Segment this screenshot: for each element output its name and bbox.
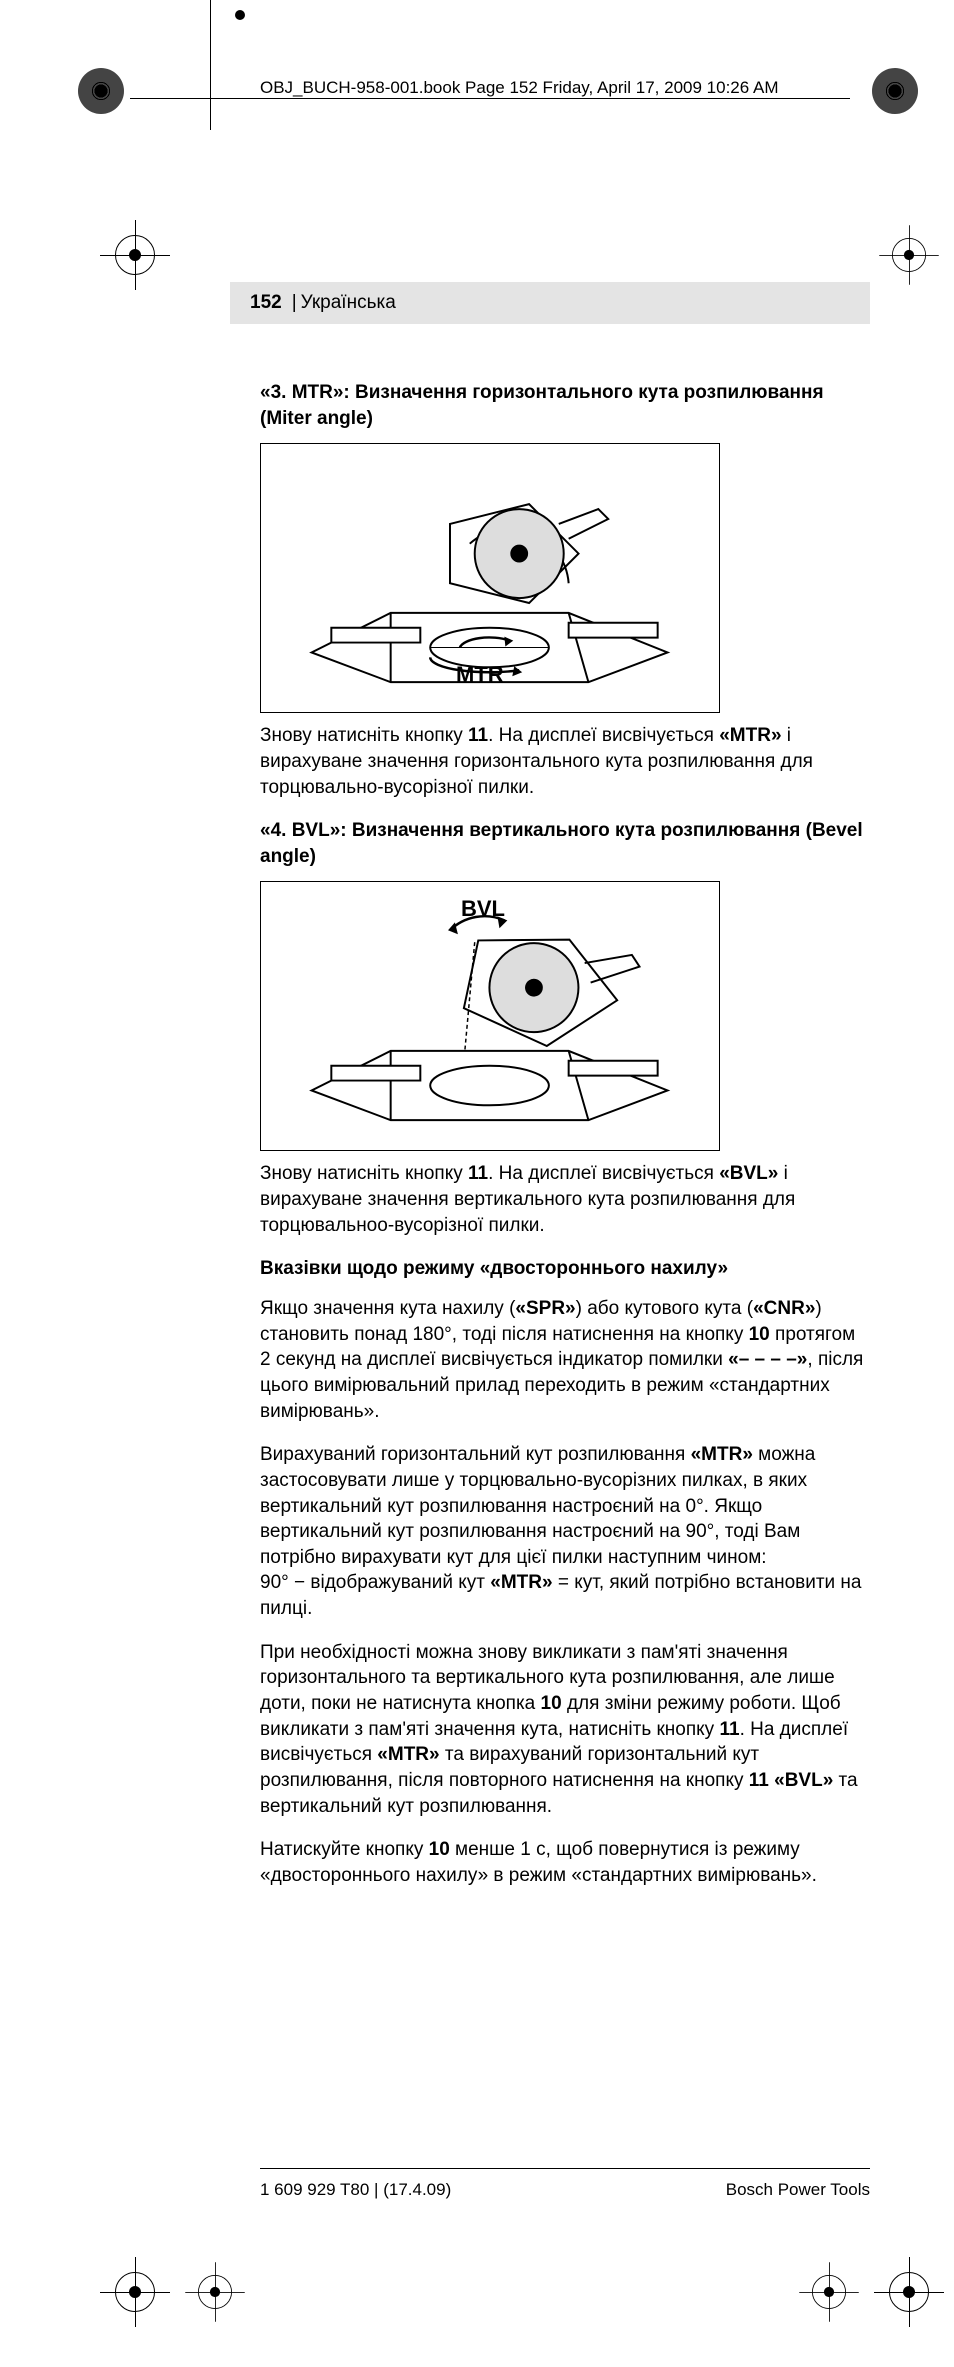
crop-rule-h: [130, 98, 250, 99]
figure-mtr-label: MTR: [456, 662, 504, 688]
footer-left: 1 609 929 T80 | (17.4.09): [260, 2180, 451, 2200]
reg-mark-left-bottom: [100, 2257, 170, 2327]
page-header-bar: 152 | Українська: [230, 282, 870, 324]
reg-mark-right-bottom: [874, 2257, 944, 2327]
reg-mark-right-bottom-2: [799, 2262, 859, 2322]
reg-mark-left-top: [100, 220, 170, 290]
crop-rule-v: [210, 0, 211, 130]
reg-mark-left-bottom-2: [185, 2262, 245, 2322]
header-rule: [250, 98, 850, 99]
crop-dot: [235, 10, 245, 20]
tips-title: Вказівки щодо режиму «двостороннього нах…: [260, 1256, 870, 1282]
figure-mtr: MTR: [260, 443, 720, 713]
page-separator: |: [292, 292, 297, 314]
tips-para-3: При необхідності можна знову викликати з…: [260, 1640, 870, 1819]
section-3-title: «3. MTR»: Визначення горизонтального кут…: [260, 380, 870, 431]
section-3-para: Знову натисніть кнопку 11. На дисплеї ви…: [260, 723, 870, 800]
section-4-para: Знову натисніть кнопку 11. На дисплеї ви…: [260, 1161, 870, 1238]
footer-right: Bosch Power Tools: [726, 2180, 870, 2200]
crop-mark-top-left: [70, 60, 130, 120]
section-4-title: «4. BVL»: Визначення вертикального кута …: [260, 818, 870, 869]
figure-bvl-label: BVL: [461, 896, 505, 922]
page-number: 152: [250, 292, 282, 314]
reg-mark-right-top: [879, 225, 939, 285]
figure-bvl: BVL: [260, 881, 720, 1151]
footer-rule: [260, 2168, 870, 2169]
content-area: «3. MTR»: Визначення горизонтального кут…: [260, 380, 870, 1907]
tips-para-4: Натискуйте кнопку 10 менше 1 с, щоб пове…: [260, 1837, 870, 1888]
page-language: Українська: [301, 292, 396, 314]
miter-saw-bvl-illustration: [272, 889, 707, 1144]
crop-mark-top-right: [864, 60, 924, 120]
tips-para-1: Якщо значення кута нахилу («SPR») або ку…: [260, 1296, 870, 1424]
header-timestamp: OBJ_BUCH-958-001.book Page 152 Friday, A…: [260, 78, 779, 98]
tips-para-2: Вирахуваний горизонтальний кут розпилюва…: [260, 1442, 870, 1621]
